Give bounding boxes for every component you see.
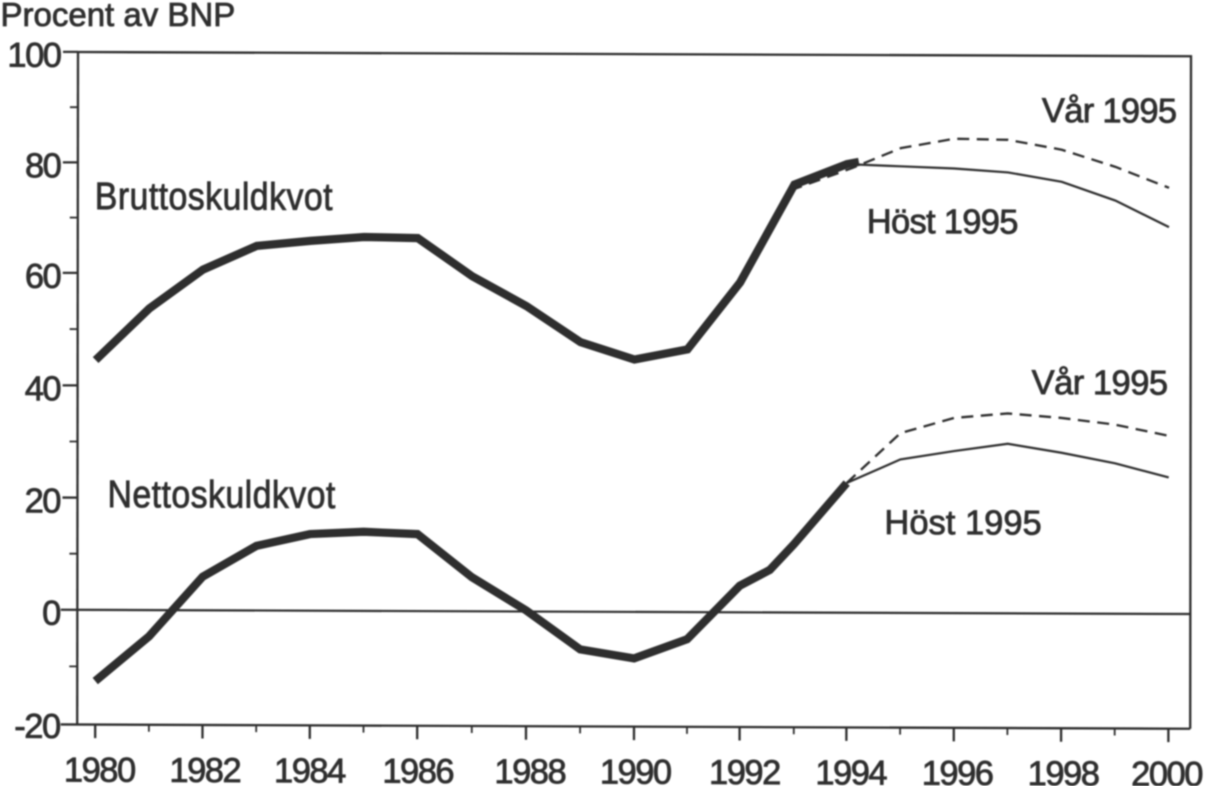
svg-text:40: 40	[25, 370, 61, 408]
svg-text:0: 0	[42, 595, 60, 633]
svg-text:Bruttoskuldkvot: Bruttoskuldkvot	[95, 174, 333, 218]
svg-text:Nettoskuldkvot: Nettoskuldkvot	[107, 472, 335, 516]
svg-text:1982: 1982	[169, 752, 240, 786]
svg-text:Vår 1995: Vår 1995	[1042, 92, 1176, 131]
svg-text:1998: 1998	[1028, 755, 1099, 786]
svg-text:Vår 1995: Vår 1995	[1032, 364, 1168, 403]
svg-text:1986: 1986	[382, 753, 453, 786]
svg-text:Procent av BNP: Procent av BNP	[1, 0, 236, 33]
svg-text:1984: 1984	[274, 752, 346, 786]
svg-text:80: 80	[25, 147, 61, 185]
svg-text:Höst 1995: Höst 1995	[867, 203, 1018, 242]
svg-text:20: 20	[25, 482, 61, 520]
svg-text:-20: -20	[14, 708, 60, 746]
svg-text:Höst 1995: Höst 1995	[884, 504, 1041, 543]
svg-text:100: 100	[7, 37, 60, 75]
svg-text:1996: 1996	[922, 755, 993, 786]
svg-text:1994: 1994	[815, 754, 887, 786]
svg-text:1990: 1990	[600, 753, 671, 786]
svg-text:1992: 1992	[709, 754, 780, 786]
svg-text:60: 60	[25, 258, 61, 296]
svg-text:1988: 1988	[494, 753, 565, 786]
svg-text:1980: 1980	[64, 751, 135, 786]
svg-text:2000: 2000	[1131, 756, 1202, 786]
